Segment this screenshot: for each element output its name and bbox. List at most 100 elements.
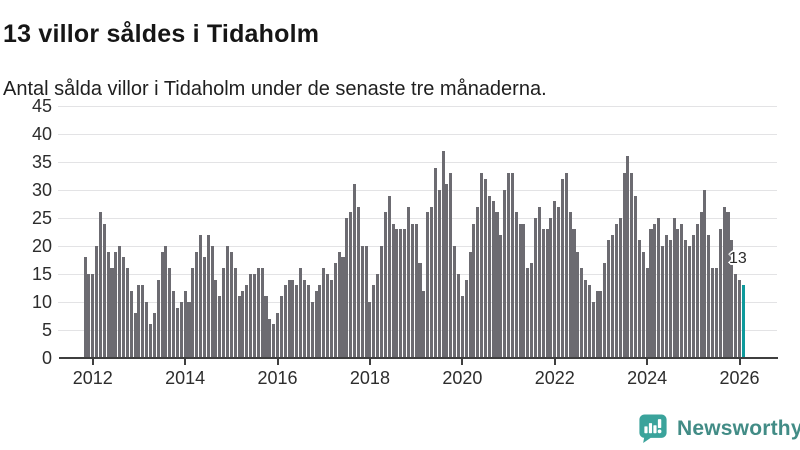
- bar-month-76: [376, 274, 380, 358]
- bar-month-114: [522, 223, 526, 358]
- bar-month-61: [318, 285, 322, 358]
- bar-month-164: [714, 268, 718, 358]
- bar-month-81: [395, 229, 399, 358]
- bar-month-159: [695, 223, 699, 358]
- bar-month-117: [533, 218, 538, 358]
- x-axis-tick-2016: [276, 359, 279, 365]
- bar-month-110: [507, 173, 511, 358]
- bar-month-84: [406, 206, 410, 358]
- bar-month-118: [537, 206, 541, 358]
- bar-month-135: [603, 262, 607, 358]
- bar-month-24: [175, 307, 179, 358]
- bar-month-30: [199, 234, 203, 358]
- bar-month-77: [379, 246, 384, 358]
- bar-month-51: [279, 296, 283, 358]
- bar-month-99: [464, 279, 468, 358]
- bar-month-82: [399, 229, 403, 358]
- bar-month-13: [133, 313, 137, 358]
- bar-month-90: [430, 206, 434, 358]
- bar-month-87: [418, 262, 422, 358]
- bar-month-136: [607, 240, 611, 358]
- bar-month-108: [499, 234, 503, 358]
- bar-month-32: [206, 234, 210, 358]
- bar-month-10: [122, 257, 126, 358]
- bar-month-97: [456, 274, 461, 358]
- bar-month-166: [722, 206, 726, 358]
- x-axis-tick-2014: [184, 359, 187, 365]
- bar-month-17: [148, 324, 153, 358]
- bar-month-142: [630, 173, 634, 358]
- bar-month-93: [441, 150, 445, 358]
- bar-month-113: [518, 223, 522, 358]
- bar-month-48: [268, 318, 272, 358]
- bar-month-71: [356, 206, 360, 358]
- bar-month-140: [622, 173, 626, 358]
- bar-month-160: [699, 212, 703, 358]
- bar-month-85: [410, 223, 414, 358]
- bar-month-33: [210, 246, 214, 358]
- bar-month-165: [718, 229, 722, 358]
- bar-month-34: [214, 279, 218, 358]
- bar-month-161: [703, 190, 707, 358]
- bar-month-18: [152, 313, 156, 358]
- bar-month-57: [302, 279, 307, 358]
- y-axis-label-35: 35: [31, 152, 52, 172]
- bar-month-22: [168, 268, 172, 358]
- bar-month-116: [530, 262, 534, 358]
- y-axis-label-5: 5: [41, 320, 52, 340]
- bar-month-59: [310, 302, 314, 358]
- bar-month-46: [260, 268, 264, 358]
- bar-month-126: [568, 212, 572, 358]
- bar-month-56: [299, 268, 303, 358]
- bar-month-66: [337, 251, 341, 358]
- bar-month-72: [360, 246, 364, 358]
- bar-month-9: [118, 246, 122, 358]
- bar-month-36: [222, 268, 226, 358]
- bar-month-124: [560, 178, 564, 358]
- bar-month-64: [329, 279, 333, 358]
- bar-month-31: [202, 257, 206, 358]
- bar-month-103: [480, 173, 484, 358]
- bar-month-38: [229, 251, 233, 358]
- bar-month-4: [98, 212, 102, 358]
- bar-month-62: [322, 268, 326, 358]
- bar-month-39: [233, 268, 237, 358]
- bar-month-146: [645, 268, 649, 358]
- bar-month-40: [237, 296, 241, 358]
- x-axis-tick-2018: [368, 359, 371, 365]
- gridline-35: [58, 161, 777, 163]
- bar-month-79: [387, 195, 391, 358]
- bar-month-109: [503, 190, 507, 358]
- bar-month-19: [156, 279, 160, 358]
- bar-month-101: [472, 223, 476, 358]
- bar-month-107: [495, 212, 499, 358]
- x-axis-label-2018: 2018: [349, 368, 390, 388]
- bar-month-50: [276, 313, 280, 358]
- bar-month-70: [353, 184, 357, 358]
- gridline-45: [58, 105, 777, 107]
- bar-month-94: [445, 184, 449, 358]
- page-title: 13 villor såldes i Tidaholm: [3, 19, 320, 48]
- bar-month-8: [114, 251, 118, 358]
- bar-month-35: [218, 296, 222, 358]
- bar-month-112: [514, 212, 518, 358]
- x-axis-tick-2026: [738, 359, 741, 365]
- bar-month-42: [245, 285, 249, 358]
- bar-month-41: [241, 290, 245, 358]
- bar-month-151: [664, 234, 668, 358]
- bar-month-100: [468, 251, 472, 358]
- bar-month-128: [576, 251, 580, 358]
- bar-month-144: [637, 240, 641, 358]
- bar-month-37: [225, 246, 230, 358]
- x-axis-tick-2012: [91, 359, 94, 365]
- bar-month-63: [326, 274, 330, 358]
- bar-month-170: [738, 279, 742, 358]
- bar-month-115: [526, 268, 530, 358]
- bar-month-129: [580, 268, 584, 358]
- bar-month-134: [599, 290, 603, 358]
- bar-month-80: [391, 223, 395, 358]
- bar-month-26: [183, 290, 187, 358]
- bar-month-123: [557, 206, 561, 358]
- bar-month-158: [691, 234, 695, 358]
